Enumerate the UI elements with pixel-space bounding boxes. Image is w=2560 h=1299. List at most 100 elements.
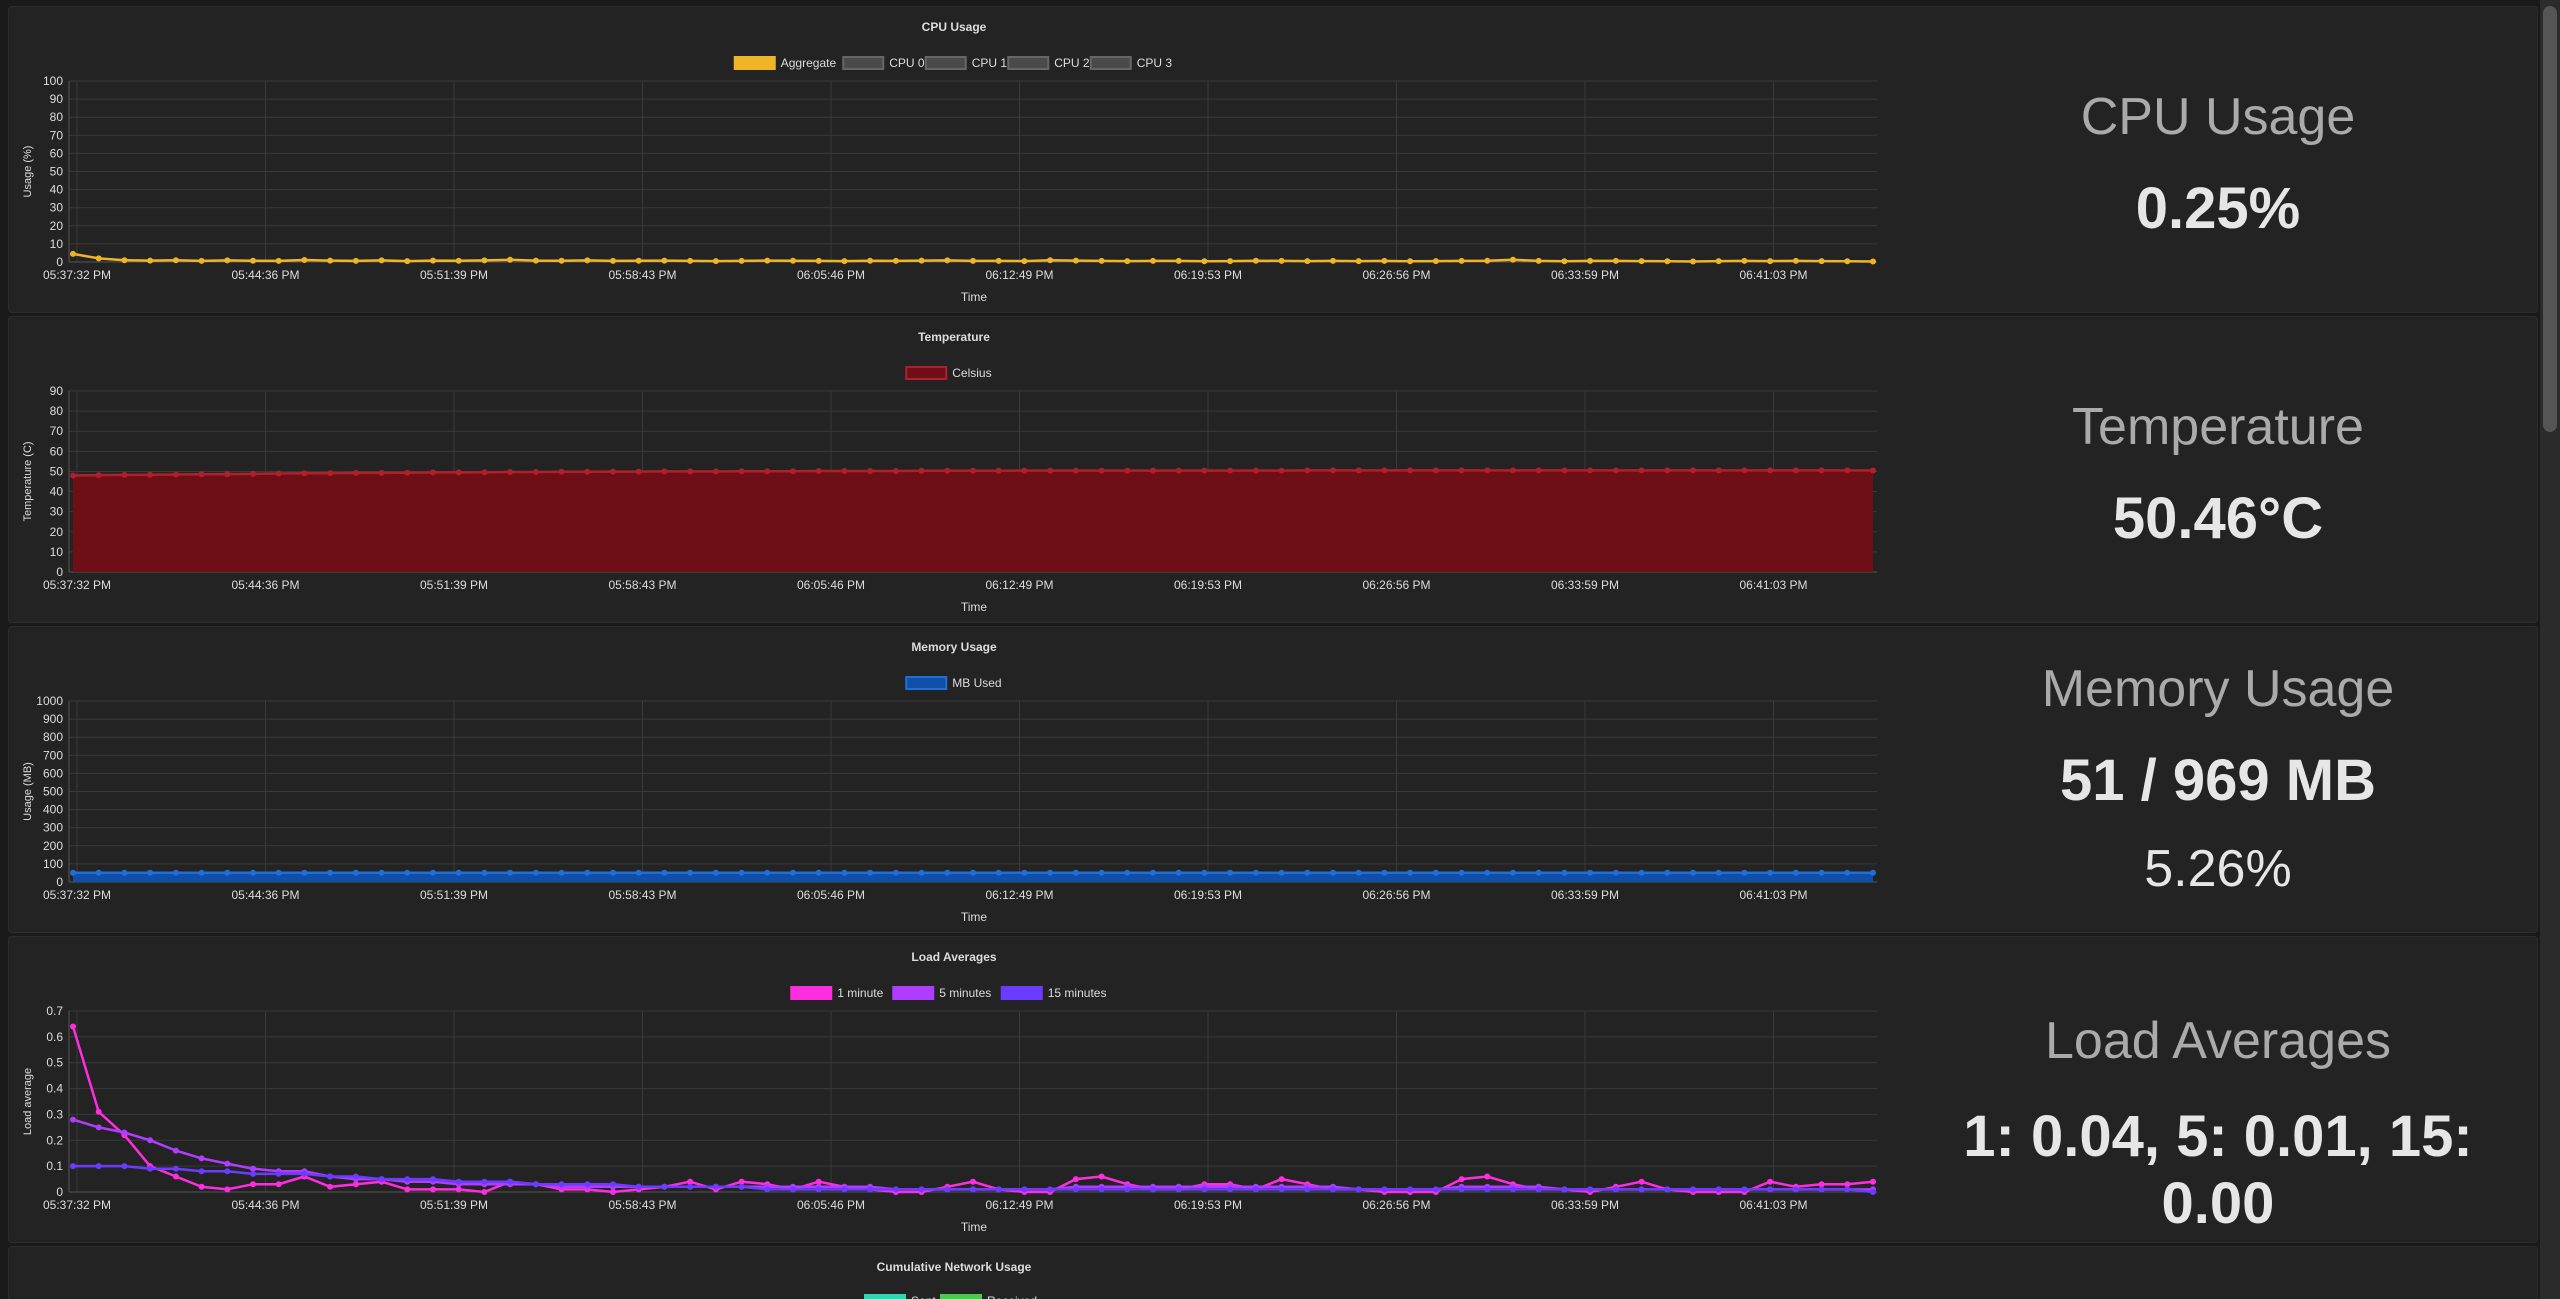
data-point bbox=[378, 869, 385, 876]
legend-item[interactable]: CPU 1 bbox=[924, 56, 1008, 70]
data-point bbox=[867, 869, 874, 876]
data-point bbox=[712, 258, 719, 265]
data-point bbox=[455, 257, 462, 264]
y-tick-label: 60 bbox=[50, 444, 64, 458]
data-point bbox=[1638, 467, 1645, 474]
data-point bbox=[481, 1178, 488, 1185]
data-point bbox=[1021, 258, 1028, 265]
data-point bbox=[532, 869, 539, 876]
data-point bbox=[1870, 1178, 1876, 1185]
data-point bbox=[1381, 257, 1388, 264]
data-point bbox=[507, 1178, 514, 1185]
legend-item[interactable]: 15 minutes bbox=[1000, 986, 1107, 1000]
data-point bbox=[198, 471, 205, 478]
data-point bbox=[1381, 467, 1388, 474]
legend-item[interactable]: CPU 2 bbox=[1007, 56, 1090, 70]
x-tick-label: 06:26:56 PM bbox=[1362, 578, 1430, 592]
data-point bbox=[892, 468, 899, 474]
data-point bbox=[455, 469, 462, 476]
legend-label: Aggregate bbox=[781, 56, 837, 70]
data-point bbox=[147, 869, 154, 876]
y-tick-label: 50 bbox=[50, 464, 64, 478]
x-tick-label: 05:58:43 PM bbox=[608, 578, 676, 592]
data-point bbox=[121, 257, 128, 264]
y-axis-title: Usage (MB) bbox=[22, 762, 34, 821]
data-point bbox=[1535, 257, 1542, 264]
data-point bbox=[1844, 258, 1851, 265]
data-point bbox=[1227, 258, 1234, 265]
legend-item[interactable]: MB Used bbox=[905, 676, 1002, 690]
data-point bbox=[610, 1189, 616, 1195]
data-point bbox=[1407, 1186, 1414, 1193]
scrollbar-thumb[interactable] bbox=[2543, 6, 2557, 432]
legend-label: Celsius bbox=[952, 366, 991, 380]
data-point bbox=[1535, 869, 1542, 876]
data-point bbox=[481, 469, 488, 476]
x-tick-label: 05:44:36 PM bbox=[231, 1198, 299, 1212]
data-point bbox=[790, 1186, 796, 1193]
data-point bbox=[841, 869, 848, 876]
data-point bbox=[430, 257, 436, 264]
data-point bbox=[1072, 467, 1079, 474]
legend-item[interactable]: Celsius bbox=[905, 366, 992, 380]
load-stat-value: 1: 0.04, 5: 0.01, 15: 0.00 bbox=[1963, 1104, 2473, 1236]
page-scrollbar[interactable] bbox=[2540, 0, 2560, 1299]
chart-title: Temperature bbox=[918, 330, 990, 344]
legend-item[interactable]: CPU 0 bbox=[842, 56, 925, 70]
x-tick-label: 06:12:49 PM bbox=[985, 888, 1053, 902]
legend-item[interactable]: CPU 3 bbox=[1089, 56, 1173, 70]
y-tick-label: 200 bbox=[43, 839, 63, 853]
x-tick-label: 05:37:32 PM bbox=[43, 888, 111, 902]
data-point bbox=[1072, 257, 1079, 264]
data-point bbox=[558, 869, 565, 876]
data-point bbox=[918, 467, 925, 474]
data-point bbox=[1612, 257, 1619, 264]
data-point bbox=[1664, 1186, 1671, 1193]
data-point bbox=[995, 257, 1002, 264]
legend-swatch bbox=[790, 986, 833, 1000]
data-point bbox=[1715, 258, 1722, 265]
data-point bbox=[1561, 1186, 1568, 1193]
data-point bbox=[1741, 1186, 1748, 1193]
data-point bbox=[1715, 869, 1722, 876]
legend-item[interactable]: 1 minute bbox=[790, 986, 884, 1000]
network-usage-chart-svg: Cumulative Network Usage Sent Received bbox=[864, 1260, 1037, 1299]
cpu-stat-title: CPU Usage bbox=[2080, 88, 2356, 146]
legend-item[interactable]: Received bbox=[940, 1294, 1037, 1299]
data-point bbox=[892, 257, 899, 264]
data-point bbox=[327, 1173, 334, 1180]
data-point bbox=[1587, 1186, 1594, 1193]
legend-item[interactable]: Aggregate bbox=[733, 56, 837, 70]
data-point bbox=[250, 869, 256, 876]
cpu-usage-chart-svg: CPU Usage Aggregate CPU 0 CPU 1 CPU 2 CPU 3 10… bbox=[22, 20, 1877, 304]
data-point bbox=[1818, 258, 1825, 265]
data-point bbox=[327, 869, 334, 876]
data-point bbox=[1612, 869, 1619, 876]
legend-item[interactable]: 5 minutes bbox=[892, 986, 991, 1000]
data-point bbox=[198, 1183, 205, 1190]
data-point bbox=[198, 869, 205, 876]
data-point bbox=[1870, 467, 1876, 474]
data-point bbox=[532, 257, 539, 264]
x-tick-label: 06:19:53 PM bbox=[1174, 268, 1242, 282]
data-point bbox=[661, 869, 668, 876]
data-point bbox=[1510, 1186, 1516, 1193]
legend-item[interactable]: Sent bbox=[864, 1294, 936, 1299]
y-tick-label: 80 bbox=[50, 404, 64, 418]
data-point bbox=[1818, 1186, 1825, 1193]
data-point bbox=[275, 1170, 282, 1177]
y-tick-label: 40 bbox=[50, 485, 64, 499]
data-point bbox=[1690, 258, 1696, 265]
memory-stat-title: Memory Usage bbox=[2041, 660, 2395, 718]
legend-label: Received bbox=[987, 1294, 1037, 1299]
legend-swatch bbox=[940, 1294, 982, 1299]
legend-label: 1 minute bbox=[837, 986, 883, 1000]
data-point bbox=[172, 1147, 179, 1154]
y-tick-label: 40 bbox=[50, 183, 64, 197]
data-point bbox=[1227, 869, 1234, 876]
data-point bbox=[687, 1178, 694, 1185]
data-point bbox=[1741, 869, 1748, 876]
data-point bbox=[1201, 258, 1208, 265]
data-point bbox=[1098, 869, 1105, 876]
data-point bbox=[455, 1186, 462, 1193]
